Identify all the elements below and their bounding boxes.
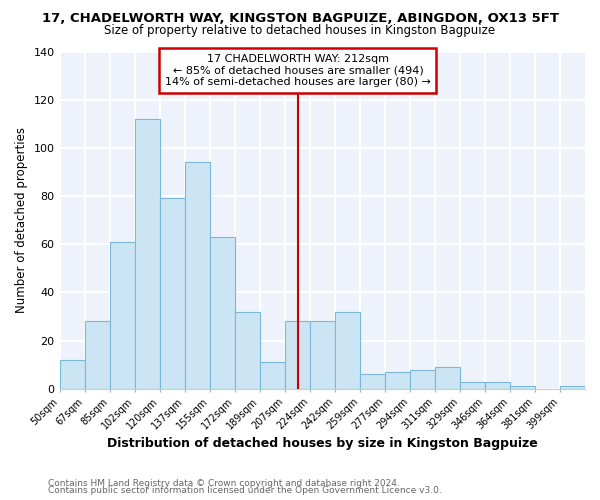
Text: Contains HM Land Registry data © Crown copyright and database right 2024.: Contains HM Land Registry data © Crown c… bbox=[48, 478, 400, 488]
Bar bbox=[110, 242, 134, 389]
Bar bbox=[185, 162, 209, 389]
Y-axis label: Number of detached properties: Number of detached properties bbox=[15, 127, 28, 313]
Bar bbox=[160, 198, 185, 389]
Bar bbox=[460, 382, 485, 389]
Text: Contains public sector information licensed under the Open Government Licence v3: Contains public sector information licen… bbox=[48, 486, 442, 495]
Bar bbox=[260, 362, 285, 389]
Bar bbox=[510, 386, 535, 389]
Bar bbox=[485, 382, 510, 389]
Bar bbox=[85, 322, 110, 389]
Bar bbox=[310, 322, 335, 389]
Bar bbox=[235, 312, 260, 389]
Text: Size of property relative to detached houses in Kingston Bagpuize: Size of property relative to detached ho… bbox=[104, 24, 496, 37]
Bar bbox=[209, 237, 235, 389]
Bar bbox=[134, 119, 160, 389]
Bar bbox=[560, 386, 585, 389]
Bar bbox=[385, 372, 410, 389]
X-axis label: Distribution of detached houses by size in Kingston Bagpuize: Distribution of detached houses by size … bbox=[107, 437, 538, 450]
Bar bbox=[410, 370, 435, 389]
Bar bbox=[360, 374, 385, 389]
Text: 17 CHADELWORTH WAY: 212sqm
← 85% of detached houses are smaller (494)
14% of sem: 17 CHADELWORTH WAY: 212sqm ← 85% of deta… bbox=[165, 54, 431, 87]
Bar bbox=[435, 367, 460, 389]
Bar bbox=[285, 322, 310, 389]
Text: 17, CHADELWORTH WAY, KINGSTON BAGPUIZE, ABINGDON, OX13 5FT: 17, CHADELWORTH WAY, KINGSTON BAGPUIZE, … bbox=[41, 12, 559, 26]
Bar bbox=[59, 360, 85, 389]
Bar bbox=[335, 312, 360, 389]
